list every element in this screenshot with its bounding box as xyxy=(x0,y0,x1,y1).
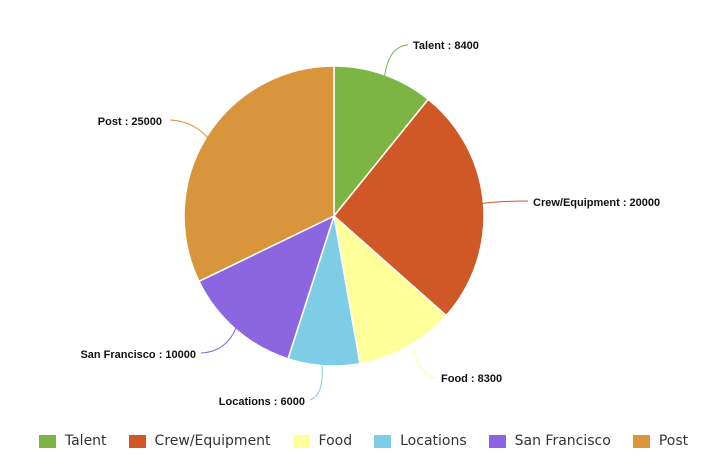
label-connector xyxy=(476,200,529,205)
label-connectors xyxy=(169,44,529,401)
label-connector xyxy=(309,365,323,401)
legend-swatch xyxy=(38,434,56,448)
slice-data-label: Crew/Equipment : 20000 xyxy=(533,197,660,209)
pie-slices xyxy=(183,65,485,367)
pie-slice-food[interactable] xyxy=(332,214,448,365)
legend-item-post[interactable]: Post xyxy=(632,433,689,449)
legend-swatch xyxy=(632,434,650,448)
slice-data-label: Locations : 6000 xyxy=(219,396,305,408)
legend-label: Locations xyxy=(400,433,467,449)
slice-data-label: Post : 25000 xyxy=(98,116,162,128)
slice-data-label: Talent : 8400 xyxy=(413,40,479,52)
legend: Talent Crew/Equipment Food Locations San… xyxy=(0,430,727,452)
label-connector xyxy=(169,119,209,139)
legend-swatch xyxy=(374,434,392,448)
legend-item-crew-equipment[interactable]: Crew/Equipment xyxy=(128,433,271,449)
legend-item-food[interactable]: Food xyxy=(292,433,353,449)
label-connector xyxy=(383,44,409,81)
legend-swatch xyxy=(292,434,310,448)
label-connector xyxy=(200,327,237,354)
legend-item-san-francisco[interactable]: San Francisco xyxy=(488,433,611,449)
legend-item-talent[interactable]: Talent xyxy=(38,433,107,449)
legend-label: Crew/Equipment xyxy=(154,433,271,449)
legend-swatch xyxy=(128,434,146,448)
pie-slice-talent[interactable] xyxy=(333,65,430,219)
legend-label: San Francisco xyxy=(514,433,611,449)
legend-label: Post xyxy=(658,433,689,449)
legend-label: Talent xyxy=(64,433,107,449)
legend-label: Food xyxy=(318,433,353,449)
legend-swatch xyxy=(488,434,506,448)
slice-labels: Talent : 8400 Crew/Equipment : 20000 Food … xyxy=(80,40,660,408)
slice-data-label: San Francisco : 10000 xyxy=(80,349,196,361)
label-connector xyxy=(412,346,439,379)
slice-data-label: Food : 8300 xyxy=(441,373,502,385)
legend-item-locations[interactable]: Locations xyxy=(374,433,467,449)
